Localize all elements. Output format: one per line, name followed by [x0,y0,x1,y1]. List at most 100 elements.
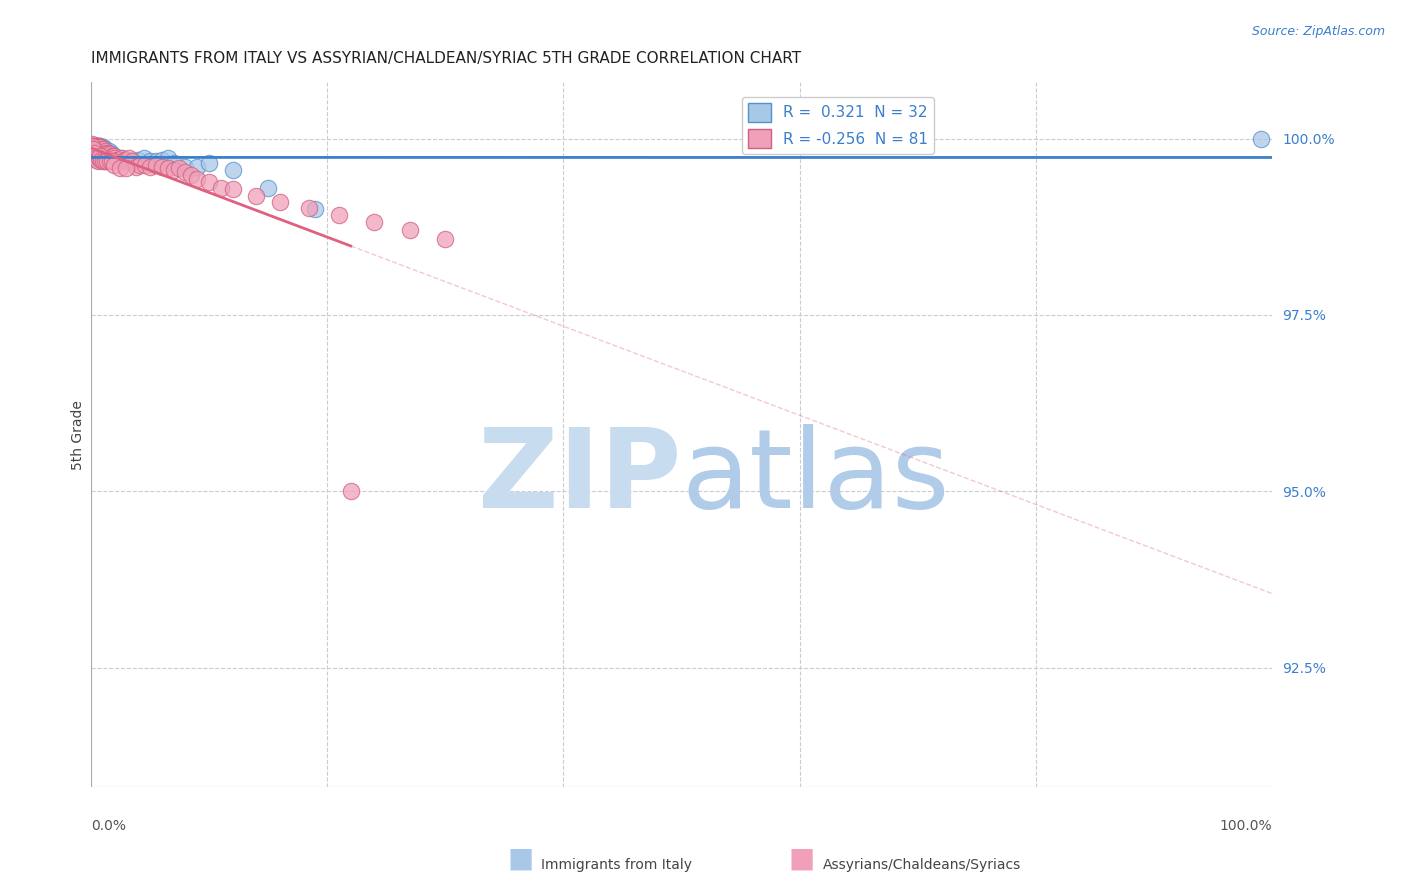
Point [87,145,110,160]
Point [117,154,139,169]
Point [257,181,280,195]
Point [150,153,173,167]
Point [83,140,105,154]
Legend: R =  0.321  N = 32, R = -0.256  N = 81: R = 0.321 N = 32, R = -0.256 N = 81 [741,97,934,154]
Point [86,138,108,153]
Point [98,147,121,161]
Text: 0.0%: 0.0% [91,819,125,833]
Point [328,208,350,222]
Point [209,181,232,195]
Point [117,151,139,165]
Point [108,153,131,167]
Point [127,153,149,167]
Point [103,158,125,172]
Point [86,138,108,153]
Text: 100.0%: 100.0% [1220,819,1272,833]
Point [91,140,114,154]
Point [83,145,105,160]
Point [87,140,110,154]
Point [94,145,117,159]
Point [90,142,112,156]
Point [186,172,208,186]
Point [110,151,132,165]
Point [101,147,124,161]
Point [221,163,243,178]
Text: ZIP: ZIP [478,424,682,531]
Point [86,153,108,167]
Point [112,153,135,167]
Text: Immigrants from Italy: Immigrants from Italy [541,858,692,872]
Point [97,149,120,163]
Point [121,154,143,169]
Y-axis label: 5th Grade: 5th Grade [72,400,86,470]
Point [87,138,110,153]
Point [89,140,111,154]
Point [169,161,191,176]
Point [221,182,243,196]
Point [89,145,111,160]
Point [121,154,143,169]
Text: ■: ■ [508,845,533,872]
Point [84,138,107,153]
Point [89,149,111,163]
Point [115,161,138,176]
Point [129,158,152,172]
Point [145,154,167,169]
Point [82,142,104,156]
Point [156,151,179,165]
Point [363,215,385,229]
Point [94,147,117,161]
Point [103,149,125,163]
Point [83,138,105,153]
Point [90,147,112,161]
Point [96,154,118,169]
Point [110,151,132,165]
Point [91,142,114,156]
Point [97,145,120,159]
Point [339,484,361,499]
Point [398,223,420,237]
Point [1250,131,1272,145]
Point [156,161,179,176]
Point [139,154,162,169]
Point [82,142,104,156]
Point [96,145,118,160]
Text: Source: ZipAtlas.com: Source: ZipAtlas.com [1251,25,1385,38]
Point [90,153,112,167]
Point [110,161,132,176]
Point [434,232,457,246]
Point [82,142,104,156]
Point [87,138,110,153]
Point [103,151,125,165]
Point [162,163,184,178]
Point [174,160,197,174]
Point [304,202,326,216]
Point [98,154,121,169]
Point [150,160,173,174]
Point [83,142,105,156]
Point [115,153,138,167]
Point [87,151,110,165]
Point [101,149,124,163]
Point [80,140,103,154]
Point [91,147,114,161]
Point [84,138,107,153]
Point [87,145,110,160]
Point [174,165,197,179]
Point [84,151,107,165]
Point [162,156,184,170]
Point [115,153,138,167]
Point [82,138,104,153]
Point [180,168,202,182]
Point [125,160,148,174]
Point [139,160,162,174]
Point [91,145,114,160]
Point [298,201,321,215]
Point [86,145,108,160]
Point [87,140,110,154]
Point [105,153,128,167]
Point [89,138,111,153]
Point [245,189,267,203]
Point [91,154,114,169]
Point [80,138,103,153]
